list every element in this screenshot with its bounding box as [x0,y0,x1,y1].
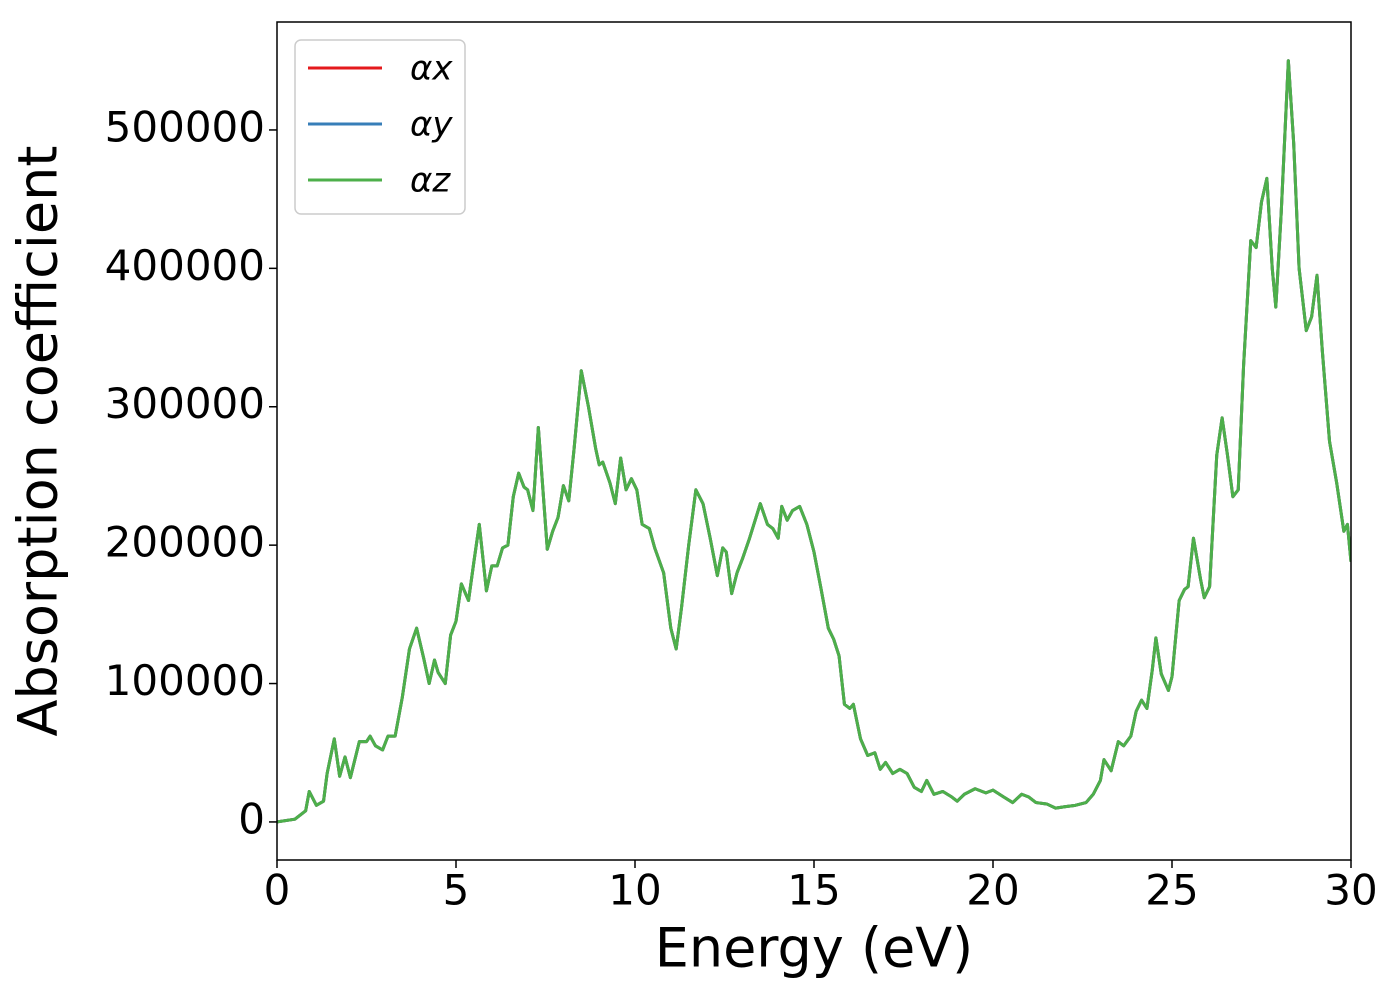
series-line [277,59,1351,824]
x-tick-label: 30 [1324,866,1377,915]
y-axis-label: Absorption coefficient [7,146,70,737]
y-tick-label: 100000 [105,656,265,705]
x-axis-label: Energy (eV) [655,917,974,980]
y-tick-label: 200000 [105,518,265,567]
legend-label: αy [410,105,453,145]
legend-label: αx [410,49,453,89]
x-tick-label: 0 [264,866,291,915]
x-tick-label: 15 [787,866,840,915]
y-tick-label: 0 [238,794,265,843]
legend: αx αy αz [294,39,466,215]
x-tick-label: 5 [443,866,470,915]
legend-box [294,39,466,215]
plot-area [277,59,1351,824]
y-tick-label: 300000 [105,379,265,428]
x-tick-label: 20 [966,866,1019,915]
x-tick-label: 10 [608,866,661,915]
y-tick-label: 500000 [105,102,265,151]
plot-frame [276,21,1352,861]
y-tick-label: 400000 [105,241,265,290]
x-tick-label: 25 [1145,866,1198,915]
legend-label: αz [410,161,451,201]
